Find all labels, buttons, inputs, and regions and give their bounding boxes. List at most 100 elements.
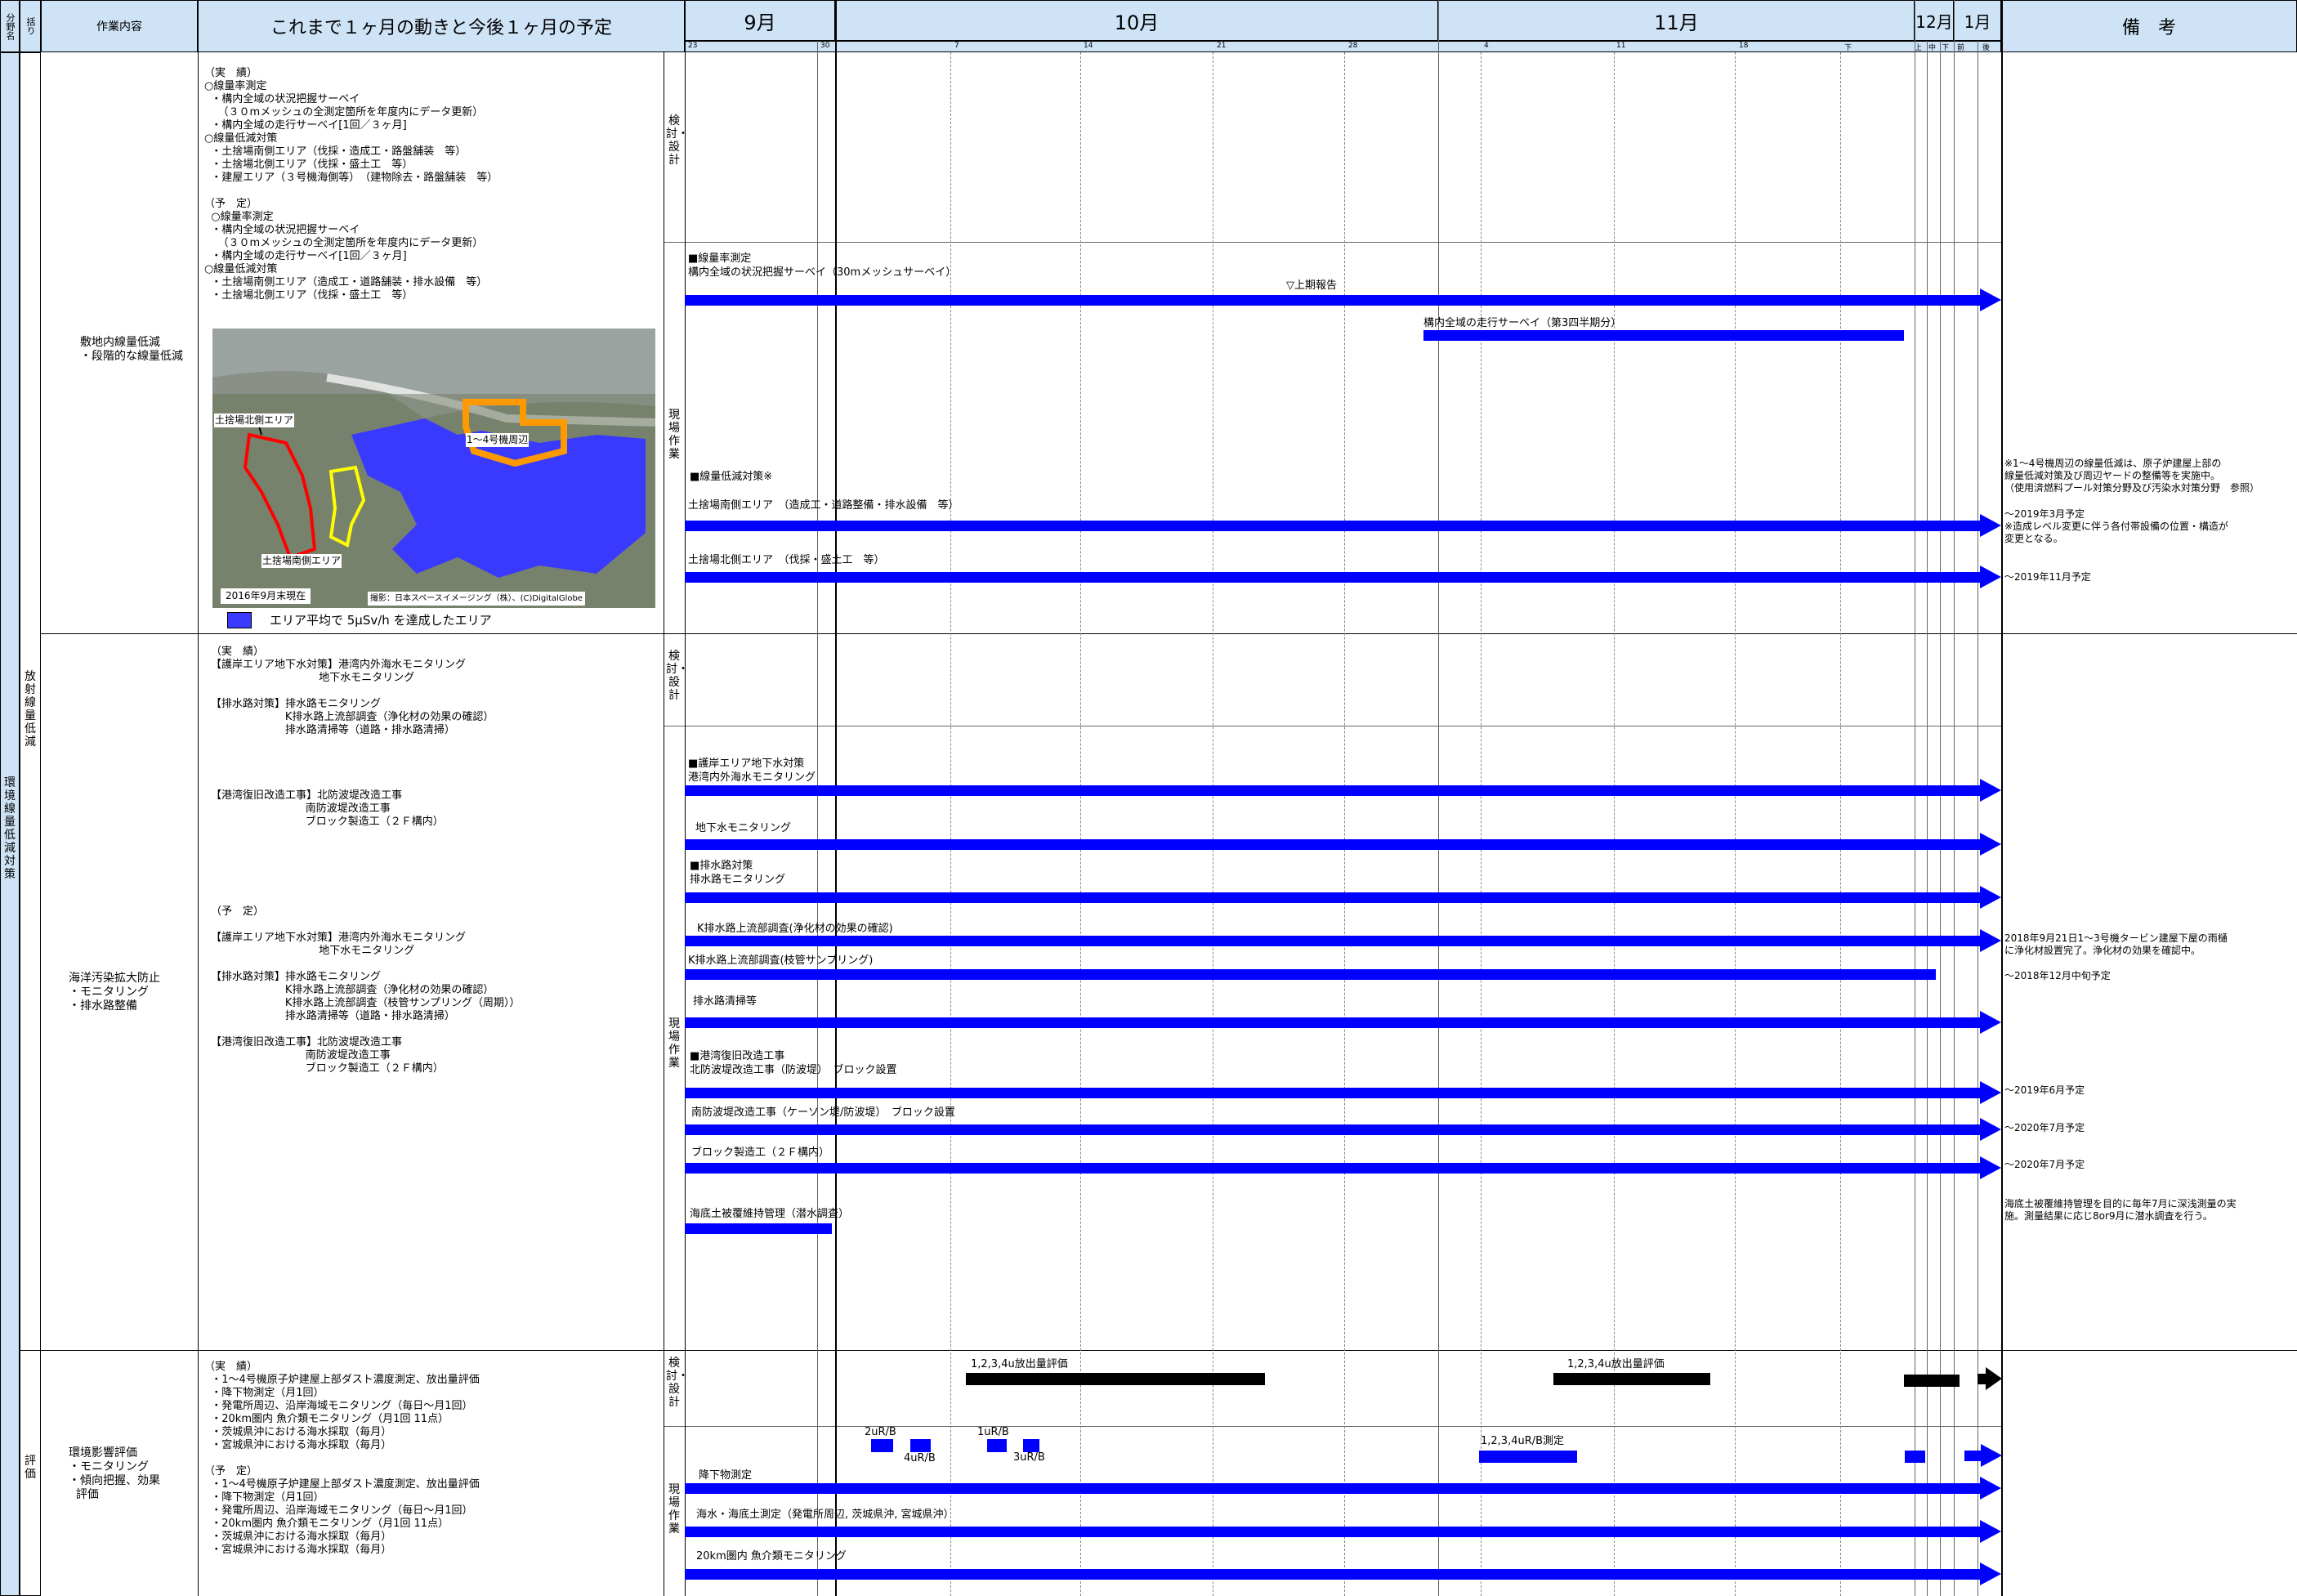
kukuri-label-1: 放射線量低減 bbox=[25, 670, 36, 749]
gantt-arrow bbox=[685, 929, 2001, 952]
gantt-bar bbox=[1423, 330, 1904, 341]
row-separator bbox=[41, 633, 2297, 634]
gantt-bar-black bbox=[1553, 1373, 1710, 1385]
header-month-nov: 11月 bbox=[1438, 0, 1915, 41]
header-summary: これまで１ヶ月の動きと今後１ヶ月の予定 bbox=[198, 0, 685, 52]
bunya-label: 環境線量低減対策 bbox=[4, 776, 16, 881]
tick-label: 中 bbox=[1928, 44, 1937, 52]
gantt-arrow bbox=[685, 1562, 2001, 1585]
gantt-arrow bbox=[685, 886, 2001, 909]
month-line bbox=[1438, 0, 1439, 1596]
gantt-arrow bbox=[685, 1520, 2001, 1543]
site-map: 土捨場北側エリア 1～4号機周辺 土捨場南側エリア 2016年9月末現在 撮影：… bbox=[212, 329, 655, 608]
bar-label: 降下物測定 bbox=[699, 1469, 753, 1482]
bar-label: ▽上期報告 bbox=[1286, 279, 1337, 292]
bar-label: ブロック製造工（２Ｆ構内） bbox=[691, 1147, 830, 1159]
bar-label: 構内全域の走行サーベイ（第3四半期分） bbox=[1423, 317, 1622, 329]
row1-summary: （実 績） ○線量率測定 ・構内全域の状況把握サーベイ （３０mメッシュの全測定… bbox=[204, 67, 498, 302]
week-line bbox=[1614, 52, 1615, 1596]
bar-label: 地下水モニタリング bbox=[695, 822, 792, 834]
gantt-arrow bbox=[685, 779, 2001, 802]
header-month-jan: 1月 bbox=[1954, 0, 2001, 41]
gantt-bar bbox=[910, 1439, 931, 1452]
gantt-bar bbox=[871, 1439, 893, 1452]
remark: 2018年9月21日1～3号機タービン建屋下屋の雨樋 に浄化材設置完了。浄化材の… bbox=[2004, 932, 2228, 956]
bar-label: 海水・海底土測定（発電所周辺, 茨城県沖, 宮城県沖） bbox=[696, 1509, 954, 1521]
phase-kento-3: 検討・設計 bbox=[666, 1357, 689, 1409]
week-line bbox=[1940, 41, 1941, 1596]
tick-label: 23 bbox=[688, 42, 698, 50]
bar-label: 南防波堤改造工事（ケーソン堤/防波堤） ブロック設置 bbox=[691, 1106, 955, 1119]
bar-label: 海底土被覆維持管理（潜水調査） bbox=[690, 1208, 850, 1220]
map-legend-swatch bbox=[227, 612, 252, 628]
phase-kento-1: 検討・設計 bbox=[666, 114, 689, 167]
tick-label: 18 bbox=[1739, 42, 1749, 50]
week-line bbox=[1735, 52, 1736, 1596]
gantt-arrow-black bbox=[1977, 1367, 2002, 1390]
bar-label: 20km圏内 魚介類モニタリング bbox=[696, 1550, 847, 1562]
tick-label: 4 bbox=[1484, 42, 1489, 50]
column-line bbox=[835, 0, 837, 1596]
header-bunya: 分野名 bbox=[0, 0, 20, 52]
phase-separator bbox=[664, 242, 2001, 243]
phase-genba-1: 現場作業 bbox=[668, 409, 680, 461]
gantt-bar bbox=[685, 1223, 832, 1234]
phase-separator bbox=[664, 1426, 2001, 1427]
map-legend-label: エリア平均で 5μSv/h を達成したエリア bbox=[270, 613, 492, 628]
map-label-north: 土捨場北側エリア bbox=[214, 414, 295, 427]
tick-label: 下 bbox=[1844, 44, 1852, 52]
bar-label: 土捨場北側エリア （伐採・盛土工 等） bbox=[688, 554, 885, 566]
tick-label: 下 bbox=[1942, 44, 1950, 52]
row2-work: 海洋汚染拡大防止 ・モニタリング ・排水路整備 bbox=[69, 972, 160, 1013]
gantt-arrow bbox=[685, 833, 2001, 856]
tick-label: 30 bbox=[820, 42, 830, 50]
header-kukuri: 括り bbox=[20, 0, 41, 52]
gantt-bar-black bbox=[966, 1373, 1265, 1385]
bar-label: 1,2,3,4uR/B測定 bbox=[1481, 1435, 1565, 1447]
area-north bbox=[243, 432, 317, 560]
week-line bbox=[1080, 52, 1081, 1596]
bar-label: 1,2,3,4u放出量評価 bbox=[971, 1358, 1068, 1370]
week-line bbox=[1927, 41, 1928, 1596]
bunya-column bbox=[0, 52, 20, 1596]
week-line bbox=[1344, 52, 1345, 1596]
bar-label: 1,2,3,4u放出量評価 bbox=[1567, 1358, 1665, 1370]
tick-label: 28 bbox=[1348, 42, 1358, 50]
bar-label: 2uR/B bbox=[865, 1426, 896, 1438]
kukuri-label-2: 評価 bbox=[25, 1455, 36, 1481]
remark: ※1～4号機周辺の線量低減は、原子炉建屋上部の 線量低減対策及び周辺ヤードの整備… bbox=[2004, 458, 2260, 494]
bar-label: ■護岸エリア地下水対策 港湾内外海水モニタリング bbox=[688, 758, 816, 784]
bar-label: 土捨場南側エリア （造成工・道路整備・排水設備 等） bbox=[688, 499, 959, 512]
gantt-arrow bbox=[685, 1118, 2001, 1141]
header-month-sep: 9月 bbox=[685, 0, 835, 41]
tick-label: 前 bbox=[1957, 44, 1965, 52]
map-label-south: 土捨場南側エリア bbox=[261, 554, 342, 568]
area-5usv bbox=[351, 418, 646, 578]
gantt-bar bbox=[685, 969, 1936, 980]
map-label-units: 1～4号機周辺 bbox=[466, 433, 530, 447]
tick-label: 後 bbox=[1982, 44, 1991, 52]
remark: ～2019年11月予定 bbox=[2004, 571, 2091, 583]
remark: ～2019年6月予定 bbox=[2004, 1084, 2085, 1096]
gantt-arrow bbox=[1964, 1444, 2002, 1467]
week-line bbox=[950, 52, 951, 1596]
gantt-arrow bbox=[685, 1156, 2001, 1179]
bar-label: K排水路上流部調査(枝管サンプリング) bbox=[688, 954, 874, 967]
gantt-bar bbox=[1023, 1439, 1039, 1452]
remark: ～2020年7月予定 bbox=[2004, 1122, 2085, 1133]
gantt-arrow bbox=[685, 1081, 2001, 1104]
gantt-bar bbox=[1479, 1451, 1577, 1463]
bar-label: 4uR/B bbox=[904, 1452, 936, 1464]
tick-label: 21 bbox=[1217, 42, 1227, 50]
column-line bbox=[2001, 0, 2003, 1596]
row2-summary-plan: （予 定） 【護岸エリア地下水対策】港湾内外海水モニタリング 地下水モニタリング… bbox=[211, 905, 521, 1075]
row2-summary-actual: （実 績） 【護岸エリア地下水対策】港湾内外海水モニタリング 地下水モニタリング… bbox=[211, 646, 494, 828]
week-line bbox=[817, 41, 818, 1596]
gantt-bar-black bbox=[1904, 1375, 1960, 1387]
bar-label: ■排水路対策 排水路モニタリング bbox=[690, 860, 786, 886]
bar-label: ■線量率測定 構内全域の状況把握サーベイ（30mメッシュサーベイ） bbox=[688, 253, 957, 279]
gantt-arrow bbox=[685, 514, 2001, 537]
tick-label: 11 bbox=[1616, 42, 1626, 50]
bar-label: K排水路上流部調査(浄化材の効果の確認) bbox=[697, 923, 893, 935]
week-line bbox=[1977, 41, 1978, 1596]
